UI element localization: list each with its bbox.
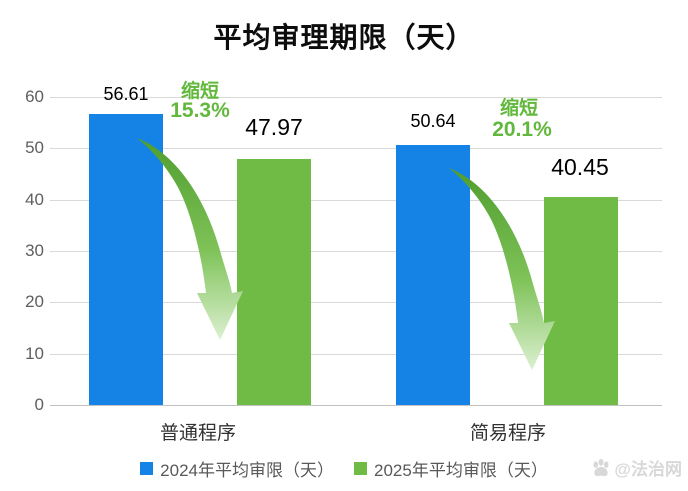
y-tick-label-40: 40 xyxy=(25,189,44,209)
legend-label-2024: 2024年平均审限（天） xyxy=(160,461,334,480)
value-label-2025-summary: 40.45 xyxy=(551,154,609,180)
value-label-2025-ordinary: 47.97 xyxy=(245,114,303,140)
annotation-shorten-pct-summary: 20.1% xyxy=(492,118,552,141)
value-label-2024-ordinary: 56.61 xyxy=(103,84,149,104)
bar-series1-普通程序 xyxy=(89,114,163,405)
gridline-30 xyxy=(50,251,662,252)
decrease-arrow-ordinary xyxy=(137,138,243,340)
chart-title: 平均审理期限（天） xyxy=(213,22,475,53)
annotation-shorten-pct-ordinary: 15.3% xyxy=(170,99,230,122)
gridline-0 xyxy=(50,405,662,406)
paw-icon xyxy=(593,458,609,476)
y-tick-label-30: 30 xyxy=(25,241,44,260)
watermark: @法治网 xyxy=(591,455,682,480)
annotation-shorten-label-summary: 缩短 xyxy=(499,98,538,119)
value-label-2024-summary: 50.64 xyxy=(410,111,456,131)
y-tick-label-0: 0 xyxy=(34,395,44,414)
gridline-40 xyxy=(50,199,662,201)
y-tick-label-10: 10 xyxy=(25,343,44,363)
legend-swatch-2024 xyxy=(140,462,154,475)
legend-swatch-2025 xyxy=(354,462,367,475)
x-category-label-ordinary: 普通程序 xyxy=(159,423,236,444)
bar-series2-普通程序 xyxy=(237,158,311,405)
annotation-shorten-label-ordinary: 缩短 xyxy=(180,81,219,102)
watermark-text: @法治网 xyxy=(614,460,682,479)
y-tick-label-60: 60 xyxy=(25,87,44,106)
y-tick-label-20: 20 xyxy=(25,292,44,312)
gridline-20 xyxy=(50,302,662,304)
legend-item-2025: 2025年平均审限（天） xyxy=(354,456,548,481)
y-tick-label-50: 50 xyxy=(25,138,44,158)
gridline-10 xyxy=(50,353,662,355)
gridline-50 xyxy=(50,148,662,150)
bar-series2-简易程序 xyxy=(544,197,618,405)
legend: 2024年平均审限（天） 2025年平均审限（天） xyxy=(0,456,688,481)
legend-item-2024: 2024年平均审限（天） xyxy=(140,456,334,481)
bar-series1-简易程序 xyxy=(396,145,470,405)
legend-label-2025: 2025年平均审限（天） xyxy=(374,461,548,480)
decrease-arrow-summary xyxy=(449,168,555,370)
gridline-60 xyxy=(50,97,662,98)
x-category-label-summary: 简易程序 xyxy=(469,423,546,444)
